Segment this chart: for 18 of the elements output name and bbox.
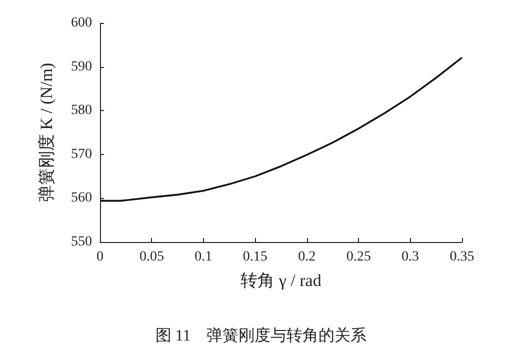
x-tick-label: 0.35 [450,250,474,264]
x-tick-label: 0.3 [402,250,420,264]
x-tick-label: 0.25 [346,250,371,264]
x-tick-label: 0 [96,250,104,264]
y-tick-label: 550 [71,234,92,250]
x-axis-title: 转角 γ / rad [240,271,322,290]
y-tick-label: 580 [71,103,92,118]
x-tick-label: 0.2 [298,250,316,264]
y-axis-title: 弹簧刚度 K / (N/m) [37,62,56,202]
x-tick-label: 0.1 [194,250,212,264]
x-tick-label: 0.15 [242,250,268,264]
y-tick-label: 600 [71,16,92,30]
line-series [99,56,463,202]
y-tick-label: 560 [71,190,92,206]
x-tick-label: 0.05 [139,250,164,264]
y-tick-label: 590 [71,59,92,74]
y-tick-label: 570 [71,146,92,162]
caption: 图 11 弹簧刚度与转角的关系 [155,326,367,344]
